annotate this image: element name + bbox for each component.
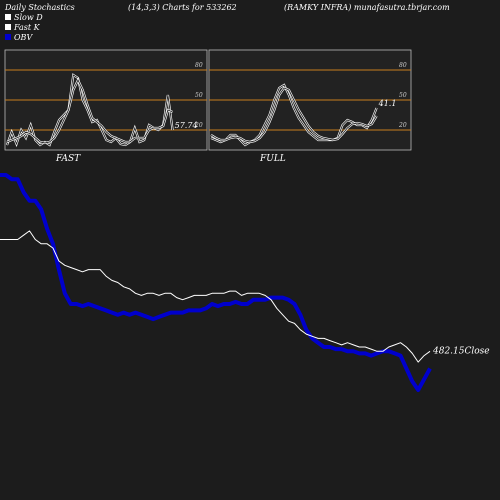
- fast-panel-title: FAST: [55, 154, 81, 164]
- fast-level-label-80: 80: [195, 62, 203, 69]
- series-obv-line: [0, 175, 430, 390]
- fast-level-label-50: 50: [195, 92, 203, 99]
- fast-last-value: 57.74: [175, 121, 198, 130]
- full-level-label-80: 80: [399, 62, 407, 69]
- full-level-label-50: 50: [399, 92, 407, 99]
- full-panel-title: FULL: [259, 154, 286, 164]
- close-last-value: 482.15Close: [432, 346, 490, 356]
- full-last-value: 41.1: [378, 99, 397, 108]
- full-level-label-20: 20: [398, 122, 407, 129]
